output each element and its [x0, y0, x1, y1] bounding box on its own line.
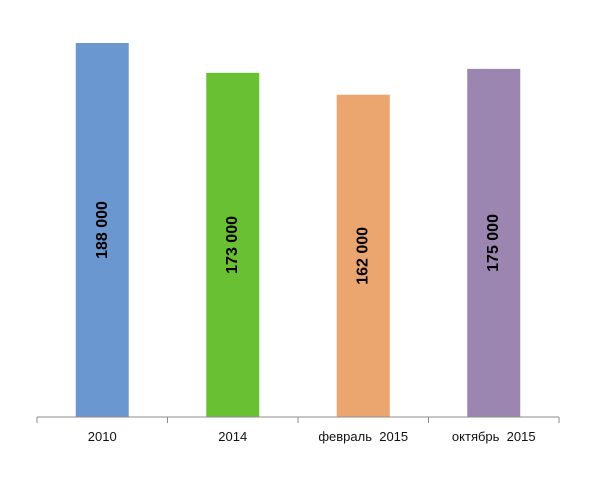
x-axis: [36, 416, 560, 423]
data-label: 162 000: [355, 227, 372, 285]
bar-1: [75, 43, 129, 417]
bars-layer: [75, 43, 521, 418]
bar-2: [206, 72, 260, 417]
data-label: 173 000: [224, 216, 241, 274]
x-tick-label: февраль 2015: [318, 429, 408, 444]
data-label: 175 000: [485, 214, 502, 272]
x-tick-label: 2010: [88, 429, 117, 444]
data-label: 188 000: [94, 201, 111, 259]
x-tick-label: 2014: [218, 429, 247, 444]
x-tick-label: октябрь 2015: [452, 429, 536, 444]
labels-layer: 2010 188 000 2014 173 000 февраль 2015 162 00…: [88, 201, 536, 444]
bar-4: [467, 68, 521, 418]
bar-3: [336, 94, 390, 418]
